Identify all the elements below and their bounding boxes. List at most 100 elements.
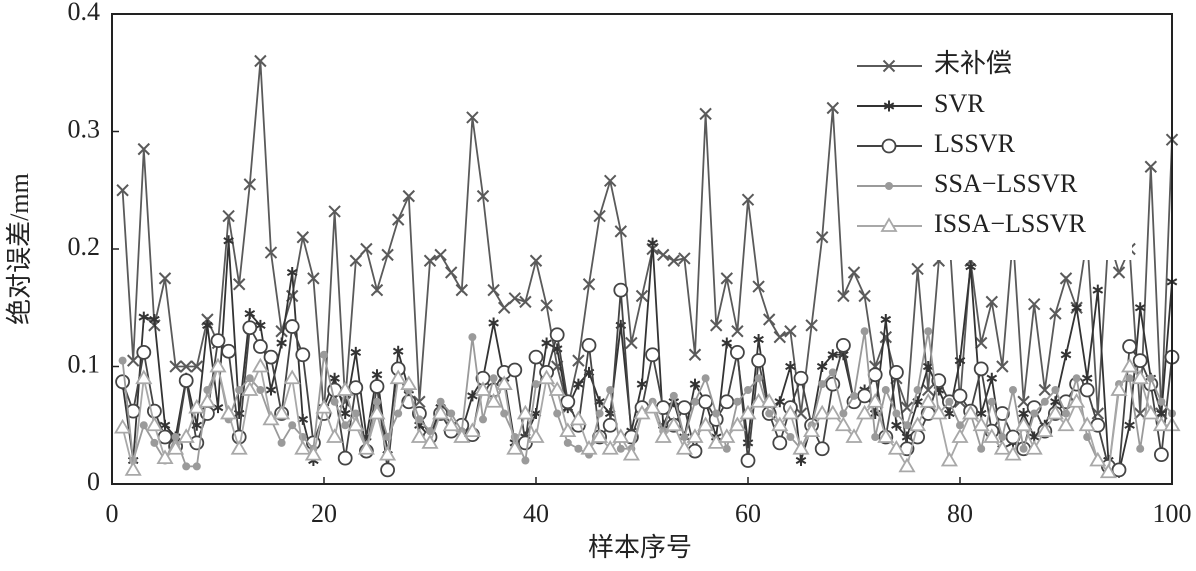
marker bbox=[265, 384, 277, 396]
marker bbox=[232, 278, 246, 291]
marker bbox=[244, 308, 256, 320]
marker bbox=[656, 248, 670, 262]
marker bbox=[485, 392, 503, 408]
marker bbox=[573, 378, 584, 390]
marker bbox=[866, 392, 884, 408]
marker bbox=[179, 360, 193, 373]
series bbox=[116, 54, 1179, 420]
marker bbox=[733, 397, 742, 406]
legend-label: SVR bbox=[934, 89, 985, 118]
marker bbox=[773, 330, 787, 344]
marker bbox=[945, 397, 954, 406]
marker bbox=[115, 374, 130, 390]
marker bbox=[998, 433, 1007, 441]
marker bbox=[824, 404, 842, 420]
marker bbox=[754, 374, 763, 383]
marker bbox=[839, 409, 848, 418]
marker bbox=[973, 361, 989, 377]
marker bbox=[856, 404, 874, 420]
marker bbox=[701, 374, 710, 383]
marker bbox=[977, 444, 986, 453]
marker bbox=[996, 360, 1009, 373]
marker bbox=[595, 409, 604, 418]
x-tick-label: 20 bbox=[311, 499, 337, 528]
marker bbox=[434, 248, 447, 262]
marker bbox=[1062, 409, 1070, 418]
marker bbox=[718, 428, 736, 443]
x-tick-label: 60 bbox=[735, 499, 761, 528]
marker bbox=[548, 381, 566, 396]
marker bbox=[145, 416, 163, 432]
marker bbox=[635, 289, 649, 303]
marker bbox=[922, 361, 934, 372]
marker bbox=[879, 330, 893, 344]
marker bbox=[983, 428, 1001, 443]
marker bbox=[954, 355, 966, 367]
marker bbox=[1071, 302, 1082, 314]
legend-box bbox=[852, 44, 1132, 260]
marker bbox=[137, 142, 151, 156]
marker bbox=[612, 428, 630, 443]
marker bbox=[877, 428, 895, 443]
marker bbox=[294, 439, 312, 455]
marker bbox=[138, 311, 150, 323]
marker bbox=[786, 433, 795, 441]
marker bbox=[751, 353, 766, 369]
marker bbox=[177, 428, 195, 443]
marker bbox=[1144, 160, 1158, 173]
marker bbox=[474, 381, 492, 396]
marker bbox=[273, 404, 291, 420]
marker bbox=[371, 369, 383, 381]
x-tick-label: 80 bbox=[947, 499, 973, 528]
marker bbox=[1081, 372, 1093, 384]
marker bbox=[1060, 349, 1072, 361]
marker bbox=[603, 174, 617, 188]
marker bbox=[1072, 374, 1081, 383]
marker bbox=[519, 295, 532, 309]
marker bbox=[944, 408, 955, 419]
marker bbox=[1142, 404, 1160, 420]
marker bbox=[574, 444, 583, 453]
marker bbox=[373, 397, 381, 406]
marker bbox=[540, 299, 553, 312]
marker bbox=[1027, 298, 1041, 311]
marker bbox=[1049, 307, 1062, 320]
legend-marker bbox=[885, 182, 893, 190]
marker bbox=[793, 370, 809, 386]
marker bbox=[654, 428, 672, 443]
marker bbox=[1092, 284, 1104, 296]
marker bbox=[1099, 463, 1117, 479]
marker bbox=[753, 333, 764, 345]
legend-label: ISSA−LSSVR bbox=[934, 209, 1087, 238]
marker bbox=[1132, 353, 1148, 369]
marker bbox=[223, 235, 234, 247]
marker bbox=[591, 428, 609, 443]
marker bbox=[442, 416, 460, 432]
marker bbox=[860, 327, 869, 336]
x-tick-label: 100 bbox=[1153, 499, 1192, 528]
marker bbox=[379, 445, 397, 461]
marker bbox=[752, 280, 765, 293]
marker bbox=[645, 347, 660, 363]
legend-label: 未补偿 bbox=[934, 49, 1012, 78]
marker bbox=[792, 439, 810, 455]
marker bbox=[402, 189, 416, 203]
marker bbox=[898, 457, 916, 473]
marker bbox=[167, 439, 185, 455]
marker bbox=[827, 349, 839, 361]
marker bbox=[813, 404, 831, 420]
marker bbox=[647, 237, 658, 249]
marker bbox=[252, 339, 268, 354]
marker bbox=[602, 417, 618, 433]
marker bbox=[264, 246, 278, 259]
marker bbox=[795, 455, 807, 466]
marker bbox=[506, 439, 524, 455]
marker bbox=[178, 373, 194, 389]
marker bbox=[887, 439, 905, 455]
marker bbox=[283, 369, 301, 385]
marker bbox=[814, 441, 830, 457]
marker bbox=[1154, 447, 1169, 463]
marker bbox=[1125, 374, 1134, 383]
marker bbox=[500, 409, 509, 418]
marker bbox=[256, 386, 265, 394]
